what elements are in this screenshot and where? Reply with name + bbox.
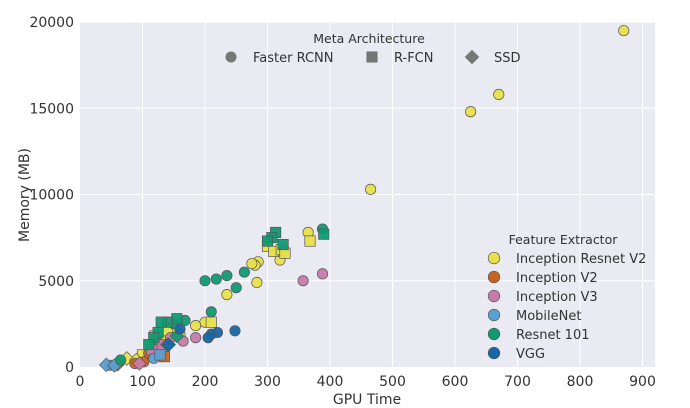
color-legend-label: Inception Resnet V2 [516, 252, 646, 267]
y-tick-label: 0 [65, 360, 74, 376]
data-point [304, 235, 316, 247]
data-point [171, 313, 183, 325]
shape-legend-marker [225, 51, 237, 63]
shape-legend-entry: Faster RCNN [225, 51, 334, 66]
x-tick-label: 200 [192, 374, 219, 390]
data-point [210, 273, 222, 285]
x-axis-title: GPU Time [333, 392, 401, 408]
color-legend-marker [487, 327, 501, 341]
color-legend-title: Feature Extractor [509, 232, 619, 247]
meta-architecture-legend: Meta Architecture Faster RCNN R-FCN SSD [225, 31, 521, 66]
y-tick-label: 15000 [29, 101, 74, 117]
y-tick-label: 10000 [29, 188, 74, 204]
color-legend-label: VGG [516, 347, 545, 362]
y-tick-labels: 0 5000 10000 15000 20000 [29, 15, 74, 376]
color-legend-label: MobileNet [516, 309, 581, 324]
shape-legend-label: SSD [494, 51, 521, 66]
y-tick-label: 20000 [29, 15, 74, 31]
x-tick-label: 0 [76, 374, 85, 390]
data-point [238, 266, 250, 278]
color-legend-entry: Inception Resnet V2 [487, 251, 646, 267]
data-point [199, 275, 211, 287]
shape-legend-title: Meta Architecture [313, 31, 425, 46]
shape-legend-marker [464, 49, 480, 65]
color-legend-entry: Inception V3 [487, 289, 598, 305]
data-point [229, 325, 241, 337]
data-point [230, 282, 242, 294]
x-tick-label: 900 [629, 374, 656, 390]
data-point [205, 306, 217, 318]
x-tick-label: 100 [129, 374, 156, 390]
grid-lines [80, 21, 655, 367]
color-legend-marker [487, 270, 501, 284]
data-point [115, 354, 127, 366]
color-legend-entry: MobileNet [487, 308, 581, 324]
data-points [98, 25, 630, 373]
data-point [155, 316, 167, 328]
shape-legend-entry: R-FCN [366, 51, 433, 66]
color-legend-marker [487, 289, 501, 303]
data-point [316, 268, 329, 280]
data-point [202, 332, 214, 344]
data-point [174, 323, 186, 335]
x-tick-label: 400 [317, 374, 344, 390]
color-legend-entry: VGG [487, 346, 545, 362]
feature-extractor-legend: Feature Extractor Inception Resnet V2 Inc… [487, 232, 646, 362]
x-tick-labels: 0 100 200 300 400 500 600 700 800 900 [76, 374, 656, 390]
data-point [493, 88, 505, 100]
shape-legend-marker [366, 51, 378, 63]
shape-legend-entry: SSD [464, 49, 521, 66]
data-point [297, 275, 309, 287]
color-legend-label: Resnet 101 [516, 328, 590, 343]
color-legend-entry: Resnet 101 [487, 327, 590, 343]
data-point [365, 183, 377, 195]
x-tick-label: 600 [442, 374, 469, 390]
y-tick-label: 5000 [38, 274, 74, 290]
data-point [618, 25, 630, 37]
data-point [318, 228, 330, 240]
shape-legend-label: Faster RCNN [253, 51, 334, 66]
shape-legend-label: R-FCN [394, 51, 433, 66]
color-legend-label: Inception V3 [516, 290, 598, 305]
data-point [221, 270, 233, 282]
color-legend-label: Inception V2 [516, 271, 598, 286]
data-point [161, 337, 177, 352]
x-tick-label: 700 [504, 374, 531, 390]
data-point [143, 339, 155, 351]
data-point [261, 235, 274, 247]
data-point [205, 316, 217, 328]
data-point [190, 332, 202, 344]
x-tick-label: 500 [379, 374, 406, 390]
data-point [246, 257, 258, 270]
color-legend-marker [487, 308, 501, 322]
x-tick-label: 300 [254, 374, 281, 390]
y-axis-title: Memory (MB) [17, 148, 33, 242]
x-tick-label: 800 [567, 374, 594, 390]
color-legend-marker [487, 251, 501, 265]
data-point [221, 288, 233, 301]
data-point [465, 106, 477, 118]
data-point [251, 276, 263, 289]
color-legend-entry: Inception V2 [487, 270, 598, 286]
data-point [132, 356, 147, 371]
data-point [277, 238, 289, 251]
data-point [190, 320, 202, 332]
data-point [154, 349, 166, 361]
color-legend-marker [487, 346, 501, 360]
